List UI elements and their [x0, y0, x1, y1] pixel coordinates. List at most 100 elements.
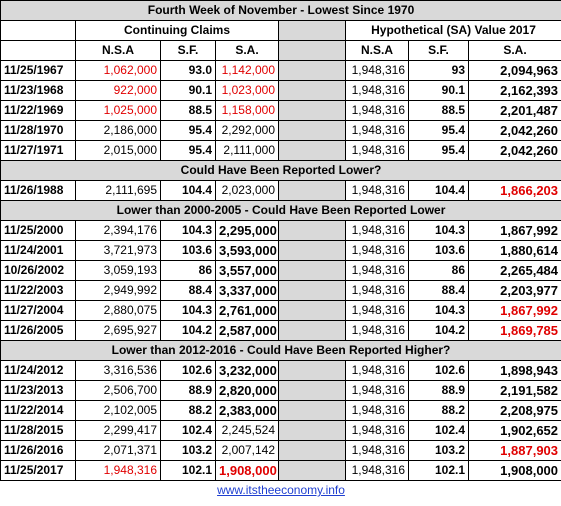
value-cell: 2,042,260	[467, 120, 561, 141]
value-cell: 1,908,000	[467, 460, 561, 481]
table-row: Fourth Week of November - Lowest Since 1…	[0, 0, 561, 21]
table-row: 11/22/1969 1,025,000 88.5 1,158,000 1,948,31…	[0, 100, 561, 121]
table-row: 11/25/2017 1,948,316 102.1 1,908,000 1,948,3…	[0, 460, 561, 481]
date-cell: 11/24/2012	[0, 360, 76, 381]
value-cell: 3,593,000	[215, 240, 279, 261]
value-cell: 104.4	[408, 180, 469, 201]
table-row: 11/27/1971 2,015,000 95.4 2,111,000 1,948,31…	[0, 140, 561, 161]
value-cell: 2,162,393	[467, 80, 561, 101]
value-cell: 1,898,943	[467, 360, 561, 381]
footer-link[interactable]: www.itstheeconomy.info	[217, 483, 345, 497]
spacer-cell	[278, 420, 346, 441]
date-cell: 11/28/1970	[0, 120, 76, 141]
value-cell: 2,102,005	[75, 400, 161, 421]
value-cell: 2,111,000	[215, 140, 279, 161]
footer-cell: www.itstheeconomy.info	[0, 480, 561, 500]
column-header: S.A.	[215, 40, 279, 61]
value-cell: 104.4	[160, 180, 216, 201]
spacer-cell	[278, 80, 346, 101]
spacer-cell	[278, 40, 346, 61]
spacer-cell	[278, 220, 346, 241]
date-cell: 11/23/1968	[0, 80, 76, 101]
value-cell: 2,007,142	[215, 440, 279, 461]
date-cell: 11/25/2000	[0, 220, 76, 241]
date-cell: 11/26/1988	[0, 180, 76, 201]
value-cell: 1,948,316	[345, 460, 409, 481]
value-cell: 102.4	[408, 420, 469, 441]
value-cell: 1,142,000	[215, 60, 279, 81]
value-cell: 2,245,524	[215, 420, 279, 441]
spacer-cell	[278, 140, 346, 161]
column-header: S.A.	[467, 40, 561, 61]
spacer-cell	[278, 280, 346, 301]
section-label: Lower than 2012-2016 - Could Have Been R…	[0, 340, 561, 361]
value-cell: 1,948,316	[345, 180, 409, 201]
group-header: Continuing Claims	[75, 20, 279, 41]
value-cell: 1,866,203	[467, 180, 561, 201]
value-cell: 102.6	[160, 360, 216, 381]
blank-cell	[0, 40, 76, 61]
spacer-cell	[278, 320, 346, 341]
value-cell: 93.0	[160, 60, 216, 81]
value-cell: 1,948,316	[345, 240, 409, 261]
value-cell: 104.2	[408, 320, 469, 341]
spacer-cell	[278, 20, 346, 41]
value-cell: 1,948,316	[345, 60, 409, 81]
section-label: Could Have Been Reported Lower?	[0, 160, 561, 181]
value-cell: 88.9	[408, 380, 469, 401]
spacer-cell	[278, 100, 346, 121]
value-cell: 103.6	[408, 240, 469, 261]
value-cell: 90.1	[160, 80, 216, 101]
value-cell: 2,949,992	[75, 280, 161, 301]
value-cell: 2,292,000	[215, 120, 279, 141]
value-cell: 86	[408, 260, 469, 281]
value-cell: 1,887,903	[467, 440, 561, 461]
value-cell: 3,557,000	[215, 260, 279, 281]
table-row: 11/28/2015 2,299,417 102.4 2,245,524 1,948,3…	[0, 420, 561, 441]
value-cell: 3,232,000	[215, 360, 279, 381]
value-cell: 2,186,000	[75, 120, 161, 141]
value-cell: 104.3	[408, 220, 469, 241]
date-cell: 11/22/1969	[0, 100, 76, 121]
date-cell: 11/27/2004	[0, 300, 76, 321]
value-cell: 3,337,000	[215, 280, 279, 301]
value-cell: 2,761,000	[215, 300, 279, 321]
value-cell: 86	[160, 260, 216, 281]
table-row: Continuing Claims Hypothetical (SA) Value…	[0, 20, 561, 41]
value-cell: 95.4	[408, 140, 469, 161]
table-row: 11/28/1970 2,186,000 95.4 2,292,000 1,948,31…	[0, 120, 561, 141]
value-cell: 1,948,316	[345, 300, 409, 321]
value-cell: 3,721,973	[75, 240, 161, 261]
value-cell: 88.2	[408, 400, 469, 421]
spacer-cell	[278, 180, 346, 201]
spacer-cell	[278, 380, 346, 401]
spacer-cell	[278, 360, 346, 381]
table-row: 10/26/2002 3,059,193 86 3,557,000 1,948,316 8…	[0, 260, 561, 281]
table-row: 11/26/2005 2,695,927 104.2 2,587,000 1,948,3…	[0, 320, 561, 341]
table-row: 11/23/2013 2,506,700 88.9 2,820,000 1,948,31…	[0, 380, 561, 401]
value-cell: 2,299,417	[75, 420, 161, 441]
spacer-cell	[278, 260, 346, 281]
table-row: 11/25/2000 2,394,176 104.3 2,295,000 1,948,3…	[0, 220, 561, 241]
value-cell: 93	[408, 60, 469, 81]
table-row: Lower than 2000-2005 - Could Have Been R…	[0, 200, 561, 221]
value-cell: 2,094,963	[467, 60, 561, 81]
value-cell: 90.1	[408, 80, 469, 101]
value-cell: 1,948,316	[345, 380, 409, 401]
date-cell: 11/24/2001	[0, 240, 76, 261]
value-cell: 1,948,316	[345, 400, 409, 421]
spacer-cell	[278, 60, 346, 81]
value-cell: 2,695,927	[75, 320, 161, 341]
value-cell: 102.6	[408, 360, 469, 381]
value-cell: 1,948,316	[75, 460, 161, 481]
spacer-cell	[278, 300, 346, 321]
date-cell: 10/26/2002	[0, 260, 76, 281]
value-cell: 1,948,316	[345, 320, 409, 341]
value-cell: 2,042,260	[467, 140, 561, 161]
value-cell: 88.9	[160, 380, 216, 401]
section-label: Lower than 2000-2005 - Could Have Been R…	[0, 200, 561, 221]
table-row: 11/26/2016 2,071,371 103.2 2,007,142 1,948,3…	[0, 440, 561, 461]
value-cell: 103.2	[160, 440, 216, 461]
value-cell: 95.4	[160, 120, 216, 141]
